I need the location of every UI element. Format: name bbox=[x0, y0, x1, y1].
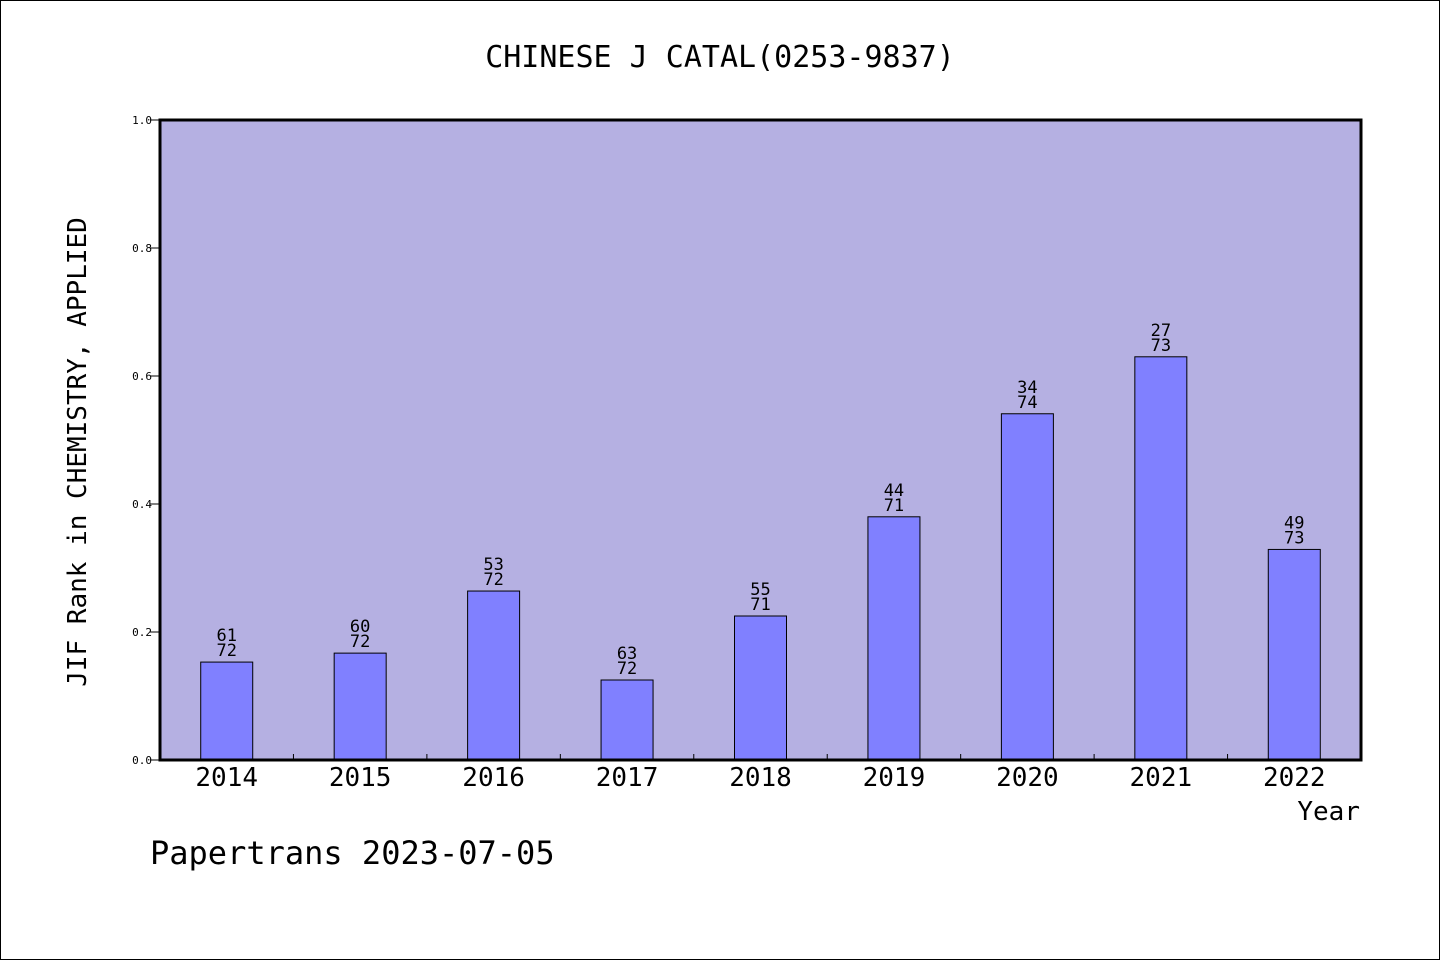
x-tick-label: 2020 bbox=[996, 763, 1059, 793]
y-tick-label: 0.4 bbox=[132, 498, 152, 511]
bar-label-rank: 34 bbox=[1017, 378, 1037, 398]
bar-label-total: 72 bbox=[617, 659, 637, 679]
bar-label-rank: 49 bbox=[1284, 513, 1304, 533]
bar-label-total: 73 bbox=[1284, 528, 1304, 548]
bar-2022 bbox=[1267, 548, 1321, 761]
y-axis-ticks: 0.0 0.2 0.4 0.6 0.8 1.0 bbox=[132, 114, 160, 767]
bar-2014 bbox=[200, 661, 254, 761]
bar-label-rank: 27 bbox=[1151, 321, 1171, 341]
bar-2018 bbox=[734, 615, 787, 761]
footer-watermark: Papertrans 2023-07-05 bbox=[150, 834, 555, 872]
bar-label-rank: 53 bbox=[483, 555, 503, 575]
bar-label-rank: 44 bbox=[884, 481, 904, 501]
bar-label-total: 74 bbox=[1017, 393, 1037, 413]
y-tick-label: 1.0 bbox=[132, 114, 152, 127]
bar-label-total: 72 bbox=[350, 632, 370, 652]
x-tick-label: 2015 bbox=[329, 763, 392, 793]
y-tick-label: 0.8 bbox=[132, 242, 152, 255]
x-axis-ticks: 2014 2015 2016 2017 2018 2019 2020 2021 2022 bbox=[195, 754, 1326, 793]
x-tick-label: 2018 bbox=[729, 763, 792, 793]
x-axis-label: Year bbox=[1297, 797, 1360, 827]
y-tick-label: 0.0 bbox=[132, 754, 152, 767]
bar-label-rank: 60 bbox=[350, 617, 370, 637]
x-tick-label: 2021 bbox=[1130, 763, 1193, 793]
x-tick-label: 2016 bbox=[462, 763, 525, 793]
plot-border bbox=[158, 118, 1363, 762]
x-tick-label: 2022 bbox=[1263, 763, 1326, 793]
bar-2016 bbox=[467, 590, 521, 761]
bar-2021 bbox=[1134, 356, 1188, 761]
bar-label-total: 71 bbox=[884, 496, 904, 516]
bar-label-rank: 55 bbox=[750, 580, 770, 600]
bar-label-total: 72 bbox=[216, 641, 236, 661]
y-tick-label: 0.2 bbox=[132, 626, 152, 639]
bar-label-total: 72 bbox=[483, 570, 503, 590]
y-axis-label: JIF Rank in CHEMISTRY, APPLIED bbox=[63, 217, 93, 687]
x-tick-label: 2019 bbox=[863, 763, 926, 793]
y-tick-label: 0.6 bbox=[132, 370, 152, 383]
bar-label-rank: 63 bbox=[617, 644, 637, 664]
bar-label-total: 71 bbox=[750, 595, 770, 615]
bar-label-total: 73 bbox=[1151, 336, 1171, 356]
x-tick-label: 2014 bbox=[195, 763, 258, 793]
bar-2015 bbox=[333, 652, 387, 761]
bar-2020 bbox=[1000, 413, 1054, 761]
bar-2017 bbox=[600, 679, 654, 761]
x-tick-label: 2017 bbox=[596, 763, 659, 793]
bar-label-rank: 61 bbox=[216, 626, 236, 646]
chart-title: CHINESE J CATAL(0253-9837) bbox=[485, 40, 955, 75]
bar-2019 bbox=[867, 516, 921, 761]
